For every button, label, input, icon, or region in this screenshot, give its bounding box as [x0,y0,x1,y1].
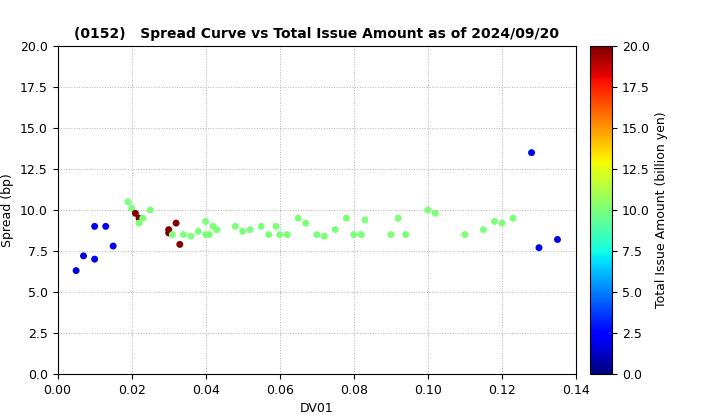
Point [71,267,82,274]
Point [244,226,256,233]
Point [107,243,119,249]
Point [89,256,100,262]
Point [496,220,508,226]
Point [200,218,212,225]
Point [122,198,134,205]
X-axis label: DV01: DV01 [300,402,333,415]
Point [126,205,138,212]
Point [133,220,145,226]
Point [145,207,156,213]
Point [192,228,204,235]
Point [318,233,330,239]
Point [282,231,293,238]
Point [430,210,441,217]
Point [526,149,537,156]
Point [163,230,174,236]
Point [100,223,112,230]
Point [508,215,519,222]
Point [178,231,189,238]
Point [171,220,182,226]
Point [263,231,274,238]
Point [137,215,148,222]
Point [230,223,241,230]
Point [163,226,174,233]
Point [489,218,500,225]
Point [385,231,397,238]
Point [359,216,371,223]
Point [552,236,563,243]
Point [166,231,178,238]
Point [422,207,433,213]
Point [207,223,219,230]
Point [133,215,145,222]
Point [300,220,312,226]
Point [356,231,367,238]
Point [270,223,282,230]
Point [204,231,215,238]
Point [200,231,212,238]
Point [400,231,411,238]
Point [459,231,471,238]
Point [311,231,323,238]
Point [89,223,100,230]
Point [477,226,489,233]
Point [274,231,286,238]
Point [174,241,186,248]
Point [348,231,359,238]
Point [256,223,267,230]
Point [185,233,197,239]
Point [292,215,304,222]
Point [130,210,141,217]
Point [237,228,248,235]
Point [211,226,222,233]
Point [534,244,545,251]
Y-axis label: Spread (bp): Spread (bp) [1,173,14,247]
Point [341,215,352,222]
Title: (0152)   Spread Curve vs Total Issue Amount as of 2024/09/20: (0152) Spread Curve vs Total Issue Amoun… [74,27,559,41]
Point [78,252,89,259]
Y-axis label: Total Issue Amount (billion yen): Total Issue Amount (billion yen) [655,112,668,308]
Point [392,215,404,222]
Point [330,226,341,233]
